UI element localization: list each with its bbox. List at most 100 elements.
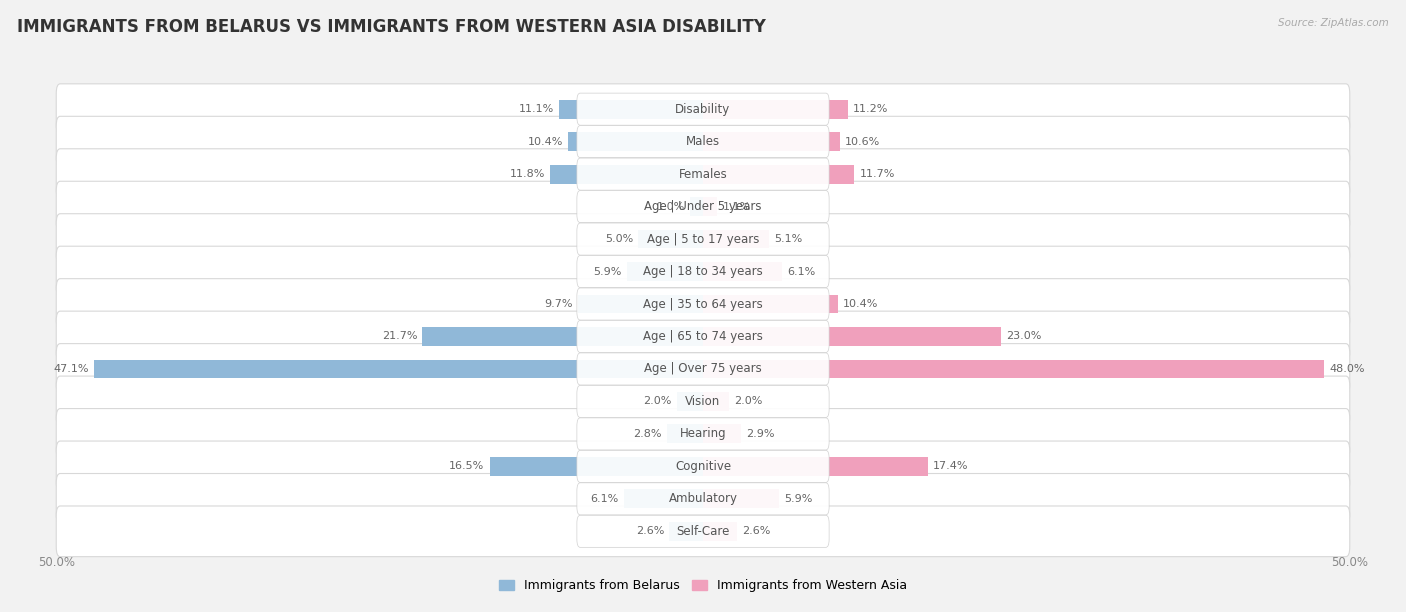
Text: Hearing: Hearing bbox=[679, 427, 727, 441]
FancyBboxPatch shape bbox=[576, 158, 830, 190]
Text: 21.7%: 21.7% bbox=[381, 332, 418, 341]
Bar bbox=[489, 457, 703, 476]
Bar bbox=[624, 490, 703, 508]
Bar bbox=[703, 425, 741, 443]
FancyBboxPatch shape bbox=[56, 376, 1350, 427]
Text: 2.8%: 2.8% bbox=[633, 429, 662, 439]
Text: 5.0%: 5.0% bbox=[605, 234, 633, 244]
Bar bbox=[568, 132, 703, 151]
FancyBboxPatch shape bbox=[576, 223, 830, 255]
FancyBboxPatch shape bbox=[56, 474, 1350, 524]
Bar bbox=[703, 522, 737, 541]
Bar bbox=[703, 490, 779, 508]
Text: 2.0%: 2.0% bbox=[644, 397, 672, 406]
FancyBboxPatch shape bbox=[56, 278, 1350, 329]
FancyBboxPatch shape bbox=[56, 84, 1350, 135]
Text: Self-Care: Self-Care bbox=[676, 525, 730, 538]
Text: IMMIGRANTS FROM BELARUS VS IMMIGRANTS FROM WESTERN ASIA DISABILITY: IMMIGRANTS FROM BELARUS VS IMMIGRANTS FR… bbox=[17, 18, 766, 36]
Text: 2.9%: 2.9% bbox=[745, 429, 775, 439]
Text: 6.1%: 6.1% bbox=[787, 267, 815, 277]
FancyBboxPatch shape bbox=[56, 246, 1350, 297]
Text: 11.1%: 11.1% bbox=[519, 104, 554, 114]
Text: Age | Under 5 years: Age | Under 5 years bbox=[644, 200, 762, 213]
FancyBboxPatch shape bbox=[576, 386, 830, 417]
FancyBboxPatch shape bbox=[56, 116, 1350, 167]
Bar bbox=[422, 327, 703, 346]
Text: 1.1%: 1.1% bbox=[723, 201, 751, 212]
Text: 11.8%: 11.8% bbox=[510, 169, 546, 179]
Text: 10.4%: 10.4% bbox=[527, 136, 564, 147]
Text: 17.4%: 17.4% bbox=[934, 461, 969, 471]
FancyBboxPatch shape bbox=[576, 190, 830, 223]
FancyBboxPatch shape bbox=[576, 353, 830, 385]
Bar bbox=[703, 457, 928, 476]
Text: Males: Males bbox=[686, 135, 720, 148]
FancyBboxPatch shape bbox=[576, 515, 830, 547]
Text: 48.0%: 48.0% bbox=[1329, 364, 1365, 374]
FancyBboxPatch shape bbox=[56, 149, 1350, 200]
FancyBboxPatch shape bbox=[56, 311, 1350, 362]
Text: 16.5%: 16.5% bbox=[449, 461, 485, 471]
Text: 11.2%: 11.2% bbox=[853, 104, 889, 114]
FancyBboxPatch shape bbox=[56, 506, 1350, 557]
Bar bbox=[703, 359, 1324, 378]
Text: 9.7%: 9.7% bbox=[544, 299, 572, 309]
Legend: Immigrants from Belarus, Immigrants from Western Asia: Immigrants from Belarus, Immigrants from… bbox=[494, 574, 912, 597]
Bar bbox=[578, 294, 703, 313]
FancyBboxPatch shape bbox=[576, 125, 830, 158]
Text: Source: ZipAtlas.com: Source: ZipAtlas.com bbox=[1278, 18, 1389, 28]
Bar bbox=[703, 100, 848, 119]
FancyBboxPatch shape bbox=[576, 483, 830, 515]
FancyBboxPatch shape bbox=[576, 450, 830, 482]
Text: Age | 18 to 34 years: Age | 18 to 34 years bbox=[643, 265, 763, 278]
Text: 2.6%: 2.6% bbox=[742, 526, 770, 536]
Bar bbox=[690, 197, 703, 216]
FancyBboxPatch shape bbox=[56, 343, 1350, 394]
Text: Females: Females bbox=[679, 168, 727, 181]
Text: Age | 35 to 64 years: Age | 35 to 64 years bbox=[643, 297, 763, 310]
Text: 23.0%: 23.0% bbox=[1005, 332, 1040, 341]
FancyBboxPatch shape bbox=[56, 409, 1350, 459]
Bar bbox=[703, 294, 838, 313]
Bar bbox=[638, 230, 703, 248]
Bar bbox=[627, 262, 703, 281]
FancyBboxPatch shape bbox=[56, 214, 1350, 264]
Bar bbox=[550, 165, 703, 184]
Bar bbox=[703, 197, 717, 216]
Bar bbox=[666, 425, 703, 443]
Text: 6.1%: 6.1% bbox=[591, 494, 619, 504]
FancyBboxPatch shape bbox=[576, 418, 830, 450]
Text: 5.1%: 5.1% bbox=[775, 234, 803, 244]
Bar bbox=[678, 392, 703, 411]
Text: 47.1%: 47.1% bbox=[53, 364, 89, 374]
Bar bbox=[94, 359, 703, 378]
Text: 10.4%: 10.4% bbox=[842, 299, 879, 309]
Text: 1.0%: 1.0% bbox=[657, 201, 685, 212]
Text: 2.0%: 2.0% bbox=[734, 397, 762, 406]
Text: 11.7%: 11.7% bbox=[859, 169, 894, 179]
Bar bbox=[703, 392, 728, 411]
Text: Vision: Vision bbox=[685, 395, 721, 408]
Text: 5.9%: 5.9% bbox=[593, 267, 621, 277]
FancyBboxPatch shape bbox=[576, 93, 830, 125]
FancyBboxPatch shape bbox=[576, 288, 830, 320]
FancyBboxPatch shape bbox=[56, 441, 1350, 491]
Text: 10.6%: 10.6% bbox=[845, 136, 880, 147]
Text: 5.9%: 5.9% bbox=[785, 494, 813, 504]
Bar bbox=[703, 132, 841, 151]
Bar bbox=[703, 230, 769, 248]
FancyBboxPatch shape bbox=[56, 181, 1350, 232]
Text: 2.6%: 2.6% bbox=[636, 526, 664, 536]
Bar bbox=[703, 327, 1001, 346]
Text: Cognitive: Cognitive bbox=[675, 460, 731, 473]
Bar bbox=[703, 262, 782, 281]
Text: Age | Over 75 years: Age | Over 75 years bbox=[644, 362, 762, 375]
Text: Age | 65 to 74 years: Age | 65 to 74 years bbox=[643, 330, 763, 343]
Bar bbox=[703, 165, 855, 184]
FancyBboxPatch shape bbox=[576, 321, 830, 353]
Bar bbox=[669, 522, 703, 541]
Bar bbox=[560, 100, 703, 119]
Text: Age | 5 to 17 years: Age | 5 to 17 years bbox=[647, 233, 759, 245]
Text: Disability: Disability bbox=[675, 103, 731, 116]
Text: Ambulatory: Ambulatory bbox=[668, 492, 738, 506]
